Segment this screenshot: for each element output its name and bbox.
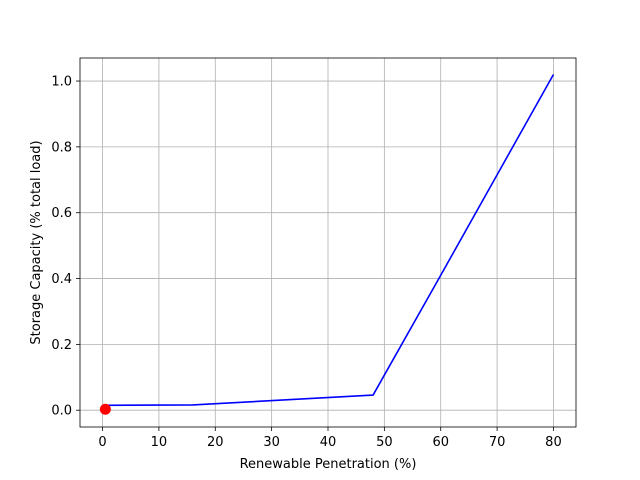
x-tick-label: 50 xyxy=(376,435,393,450)
y-tick-label: 0.6 xyxy=(51,206,72,221)
tick-layer: 0 10 20 30 40 50 60 70 80 0.0 0.2 0.4 0.6 0.8 1.0 xyxy=(51,75,561,450)
grid-layer xyxy=(80,58,576,427)
series-line xyxy=(105,74,555,407)
x-tick-label: 20 xyxy=(207,435,224,450)
y-tick-label: 1.0 xyxy=(51,75,72,90)
line-data-point xyxy=(553,74,554,75)
y-tick-label: 0.2 xyxy=(51,338,72,353)
line-data-point xyxy=(192,404,193,405)
line-data-point xyxy=(440,275,441,276)
x-tick-label: 0 xyxy=(98,435,106,450)
y-axis-label: Storage Capacity (% total load) xyxy=(29,140,44,344)
x-tick-label: 70 xyxy=(489,435,506,450)
y-tick-label: 0.8 xyxy=(51,140,72,155)
x-tick-label: 10 xyxy=(151,435,168,450)
series-layer xyxy=(99,74,555,415)
scatter-point xyxy=(99,403,111,415)
x-tick-label: 60 xyxy=(432,435,449,450)
x-tick-label: 40 xyxy=(320,435,337,450)
y-tick-label: 0.0 xyxy=(51,404,72,419)
x-axis-label: Renewable Penetration (%) xyxy=(240,457,417,472)
x-tick-label: 80 xyxy=(545,435,562,450)
line-data-point xyxy=(373,395,374,396)
y-tick-label: 0.4 xyxy=(51,272,72,287)
x-tick-label: 30 xyxy=(263,435,280,450)
